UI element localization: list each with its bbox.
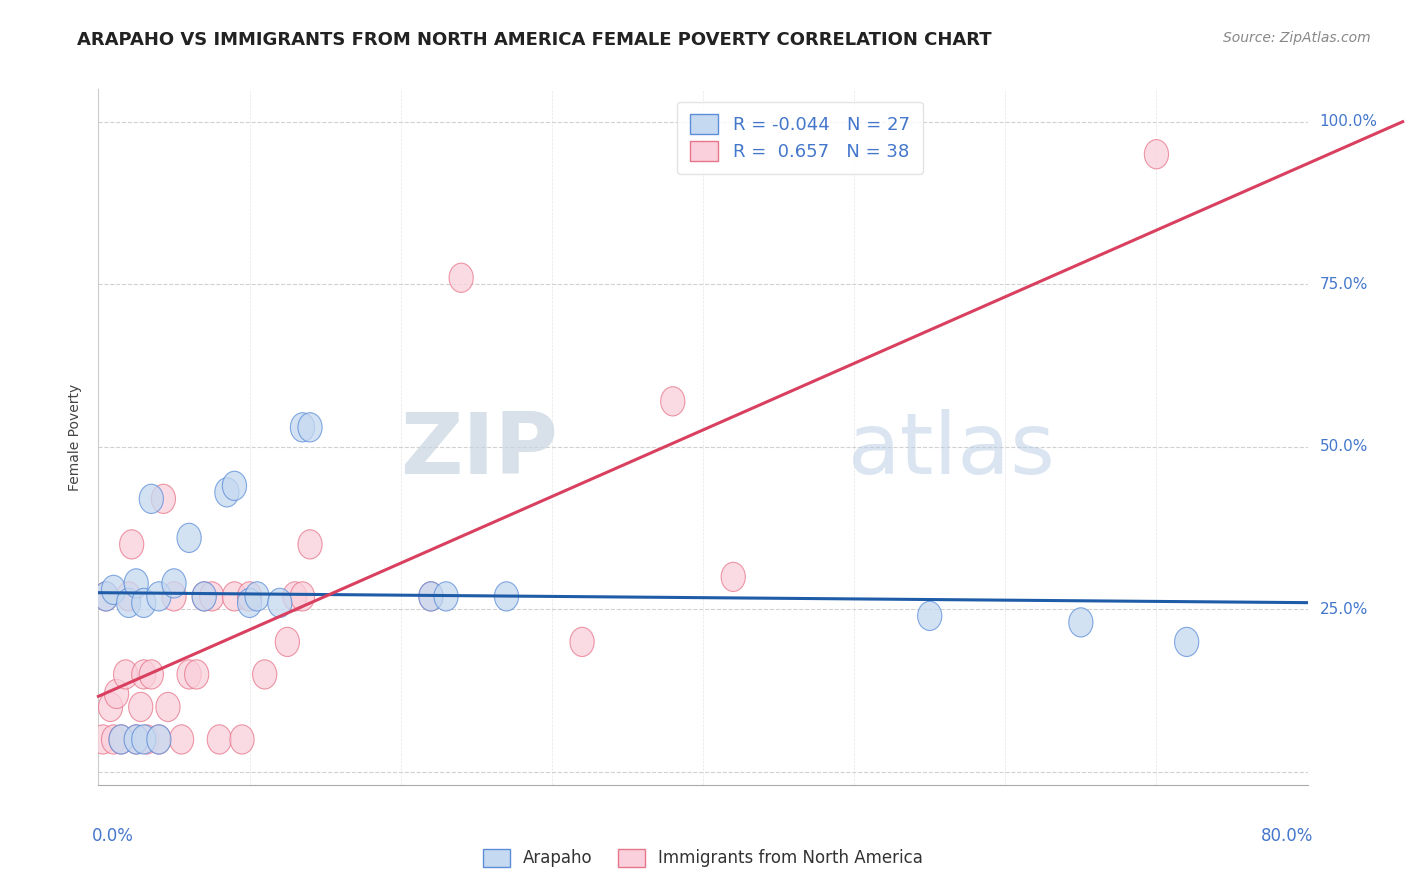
Ellipse shape [298, 413, 322, 442]
Ellipse shape [152, 484, 176, 514]
Ellipse shape [94, 582, 118, 611]
Ellipse shape [124, 725, 148, 754]
Ellipse shape [101, 725, 125, 754]
Ellipse shape [419, 582, 443, 611]
Ellipse shape [222, 471, 246, 500]
Ellipse shape [291, 582, 315, 611]
Ellipse shape [231, 725, 254, 754]
Ellipse shape [222, 582, 246, 611]
Text: 0.0%: 0.0% [93, 827, 134, 845]
Ellipse shape [207, 725, 232, 754]
Ellipse shape [193, 582, 217, 611]
Ellipse shape [162, 569, 186, 598]
Ellipse shape [120, 530, 143, 559]
Ellipse shape [238, 582, 262, 611]
Ellipse shape [283, 582, 307, 611]
Ellipse shape [117, 589, 141, 617]
Ellipse shape [245, 582, 269, 611]
Ellipse shape [918, 601, 942, 631]
Text: ZIP: ZIP [401, 409, 558, 492]
Ellipse shape [132, 725, 156, 754]
Ellipse shape [177, 660, 201, 689]
Ellipse shape [276, 627, 299, 657]
Ellipse shape [124, 725, 148, 754]
Ellipse shape [146, 582, 172, 611]
Ellipse shape [117, 582, 141, 611]
Ellipse shape [94, 582, 118, 611]
Ellipse shape [91, 725, 115, 754]
Text: 80.0%: 80.0% [1261, 827, 1313, 845]
Ellipse shape [298, 530, 322, 559]
Ellipse shape [721, 562, 745, 591]
Ellipse shape [170, 725, 194, 754]
Ellipse shape [238, 589, 262, 617]
Ellipse shape [132, 660, 156, 689]
Ellipse shape [193, 582, 217, 611]
Ellipse shape [146, 725, 172, 754]
Text: Source: ZipAtlas.com: Source: ZipAtlas.com [1223, 31, 1371, 45]
Ellipse shape [495, 582, 519, 611]
Text: 25.0%: 25.0% [1320, 602, 1368, 617]
Ellipse shape [101, 575, 125, 605]
Ellipse shape [104, 680, 129, 708]
Ellipse shape [661, 387, 685, 416]
Text: ARAPAHO VS IMMIGRANTS FROM NORTH AMERICA FEMALE POVERTY CORRELATION CHART: ARAPAHO VS IMMIGRANTS FROM NORTH AMERICA… [77, 31, 993, 49]
Ellipse shape [184, 660, 208, 689]
Ellipse shape [1144, 140, 1168, 169]
Ellipse shape [449, 263, 474, 293]
Ellipse shape [177, 524, 201, 552]
Text: 75.0%: 75.0% [1320, 277, 1368, 292]
Ellipse shape [139, 660, 163, 689]
Ellipse shape [1174, 627, 1199, 657]
Ellipse shape [434, 582, 458, 611]
Ellipse shape [1069, 607, 1092, 637]
Ellipse shape [124, 569, 148, 598]
Ellipse shape [139, 484, 163, 514]
Ellipse shape [114, 660, 138, 689]
Text: 100.0%: 100.0% [1320, 114, 1378, 129]
Ellipse shape [215, 478, 239, 507]
Ellipse shape [200, 582, 224, 611]
Ellipse shape [156, 692, 180, 722]
Ellipse shape [291, 413, 315, 442]
Ellipse shape [419, 582, 443, 611]
Ellipse shape [98, 692, 122, 722]
Ellipse shape [135, 725, 159, 754]
Legend: Arapaho, Immigrants from North America: Arapaho, Immigrants from North America [477, 842, 929, 874]
Ellipse shape [267, 589, 292, 617]
Text: atlas: atlas [848, 409, 1056, 492]
Ellipse shape [253, 660, 277, 689]
Ellipse shape [110, 725, 134, 754]
Ellipse shape [132, 589, 156, 617]
Text: 50.0%: 50.0% [1320, 440, 1368, 454]
Y-axis label: Female Poverty: Female Poverty [69, 384, 83, 491]
Ellipse shape [129, 692, 153, 722]
Ellipse shape [110, 725, 134, 754]
Ellipse shape [162, 582, 186, 611]
Ellipse shape [146, 725, 172, 754]
Ellipse shape [569, 627, 595, 657]
